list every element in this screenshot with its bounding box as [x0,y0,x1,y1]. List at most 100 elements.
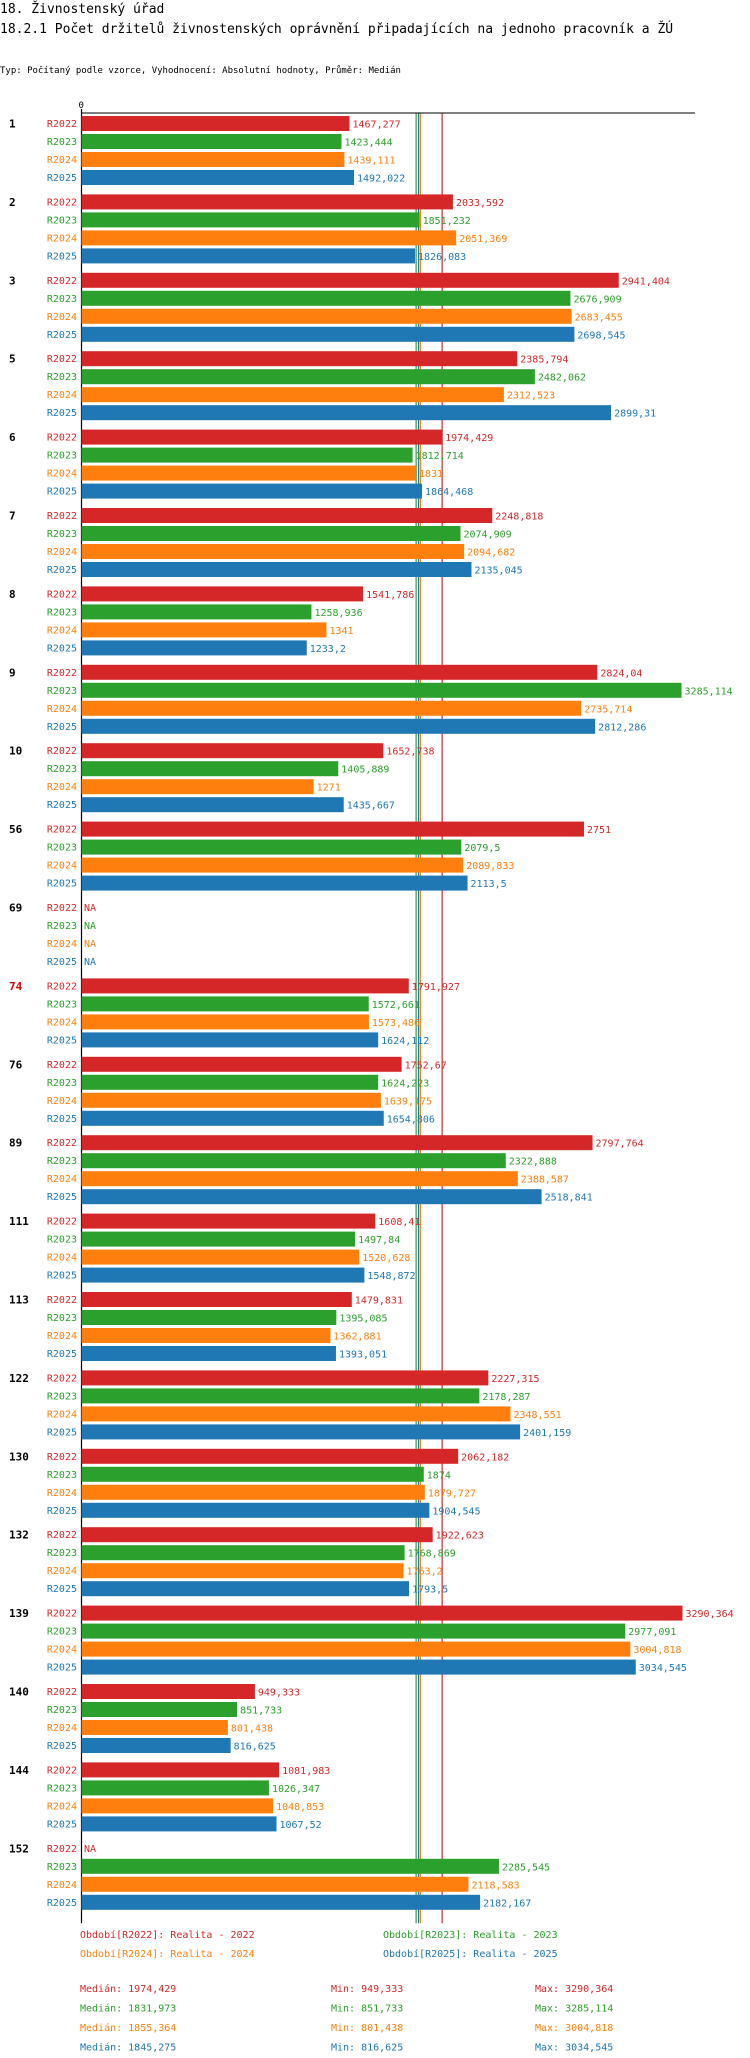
series-label: R2022 [47,1609,77,1620]
bar [81,526,461,541]
series-label: R2025 [47,173,77,184]
data-label: 1048,853 [276,1802,324,1813]
data-label: 2182,167 [483,1898,531,1909]
data-label: 1548,872 [367,1271,415,1282]
data-label: 1608,41 [378,1217,420,1228]
series-label: R2024 [47,1096,77,1107]
data-label: 1026,347 [272,1784,320,1795]
bar [81,821,584,837]
bar [81,1424,521,1440]
series-label: R2024 [47,861,77,872]
data-label: 2385,794 [520,355,568,366]
stat-median: Medián: 1845,275 [80,2042,176,2054]
stat-max: Max: 3034,545 [535,2043,613,2054]
series-label: R2025 [47,1349,77,1360]
series-label: R2025 [47,1663,77,1674]
legend-item: Období[R2025]: Realita - 2025 [383,1948,558,1960]
bar [81,212,420,228]
stat-min: Min: 851,733 [331,2004,403,2015]
data-label: 1393,051 [339,1350,387,1361]
category-label: 10 [9,745,22,758]
bar [81,1388,480,1404]
bar [81,1231,356,1247]
data-label: 1573,486 [372,1018,420,1029]
data-label: 2248,818 [495,512,543,523]
series-label: R2023 [47,764,77,775]
data-label: 1922,623 [436,1531,484,1542]
series-label: R2024 [47,155,77,166]
bar [81,1466,424,1482]
series-label: R2022 [47,1687,77,1698]
series-label: R2023 [47,1235,77,1246]
bar [81,1267,365,1283]
data-label: 1439,111 [347,156,395,167]
data-label: 1864,468 [425,487,473,498]
series-label: R2023 [47,607,77,618]
series-label: R2024 [47,1331,77,1342]
na-label: NA [84,1844,96,1855]
series-label: R2024 [47,1566,77,1577]
series-label: R2023 [47,843,77,854]
data-label: 1479,831 [355,1296,403,1307]
data-label: 1362,881 [333,1332,381,1343]
bar [81,1110,384,1126]
data-label: 3034,545 [639,1663,687,1674]
series-label: R2022 [47,746,77,757]
bar [81,1563,404,1579]
bar [81,1153,506,1169]
series-label: R2025 [47,1427,77,1438]
series-label: R2023 [47,999,77,1010]
bar [81,1798,274,1814]
series-label: R2023 [47,529,77,540]
series-label: R2024 [47,390,77,401]
bar [81,116,350,131]
bar [81,1370,489,1386]
data-label: 1768,869 [408,1549,456,1560]
series-label: R2025 [47,487,77,498]
data-label: 2079,5 [464,843,500,854]
data-label: 2676,909 [573,294,621,305]
bar [81,1876,469,1892]
series-label: R2024 [47,782,77,793]
series-label: R2024 [47,1253,77,1264]
bar [81,1135,593,1151]
data-label: 1826,083 [418,252,466,263]
bar [81,586,364,602]
data-label: 2977,091 [628,1627,676,1638]
bar [81,857,464,873]
bar [81,1894,481,1910]
stat-min: Min: 801,438 [331,2023,403,2034]
series-label: R2023 [47,1705,77,1716]
series-label: R2024 [47,1880,77,1891]
series-label: R2023 [47,1783,77,1794]
bar [81,1762,280,1778]
data-label: 2518,841 [545,1193,593,1204]
series-label: R2022 [47,1295,77,1306]
series-label: R2025 [47,1741,77,1752]
category-label: 89 [9,1137,22,1150]
series-label: R2022 [47,197,77,208]
bar [81,429,443,445]
stat-min: Min: 816,625 [331,2043,403,2054]
data-label: 2388,587 [521,1175,569,1186]
bar [81,1014,369,1030]
series-label: R2023 [47,372,77,383]
data-label: 1572,661 [372,1000,420,1011]
legend-item: Období[R2022]: Realita - 2022 [80,1929,255,1941]
stat-min: Min: 949,333 [331,1984,403,1995]
data-label: 1812,714 [416,451,464,462]
data-label: 2482,062 [538,373,586,384]
data-label: 2348,551 [513,1410,561,1421]
bar [81,272,619,288]
na-label: NA [84,939,96,950]
bar [81,1858,499,1874]
series-label: R2025 [47,408,77,419]
bar [81,447,413,463]
na-label: NA [84,921,96,932]
series-label: R2022 [47,354,77,365]
stat-median: Medián: 1831,973 [80,2003,176,2015]
bar [81,1328,331,1343]
data-label: 2812,286 [598,722,646,733]
series-label: R2025 [47,1114,77,1125]
data-label: 851,733 [240,1706,282,1717]
